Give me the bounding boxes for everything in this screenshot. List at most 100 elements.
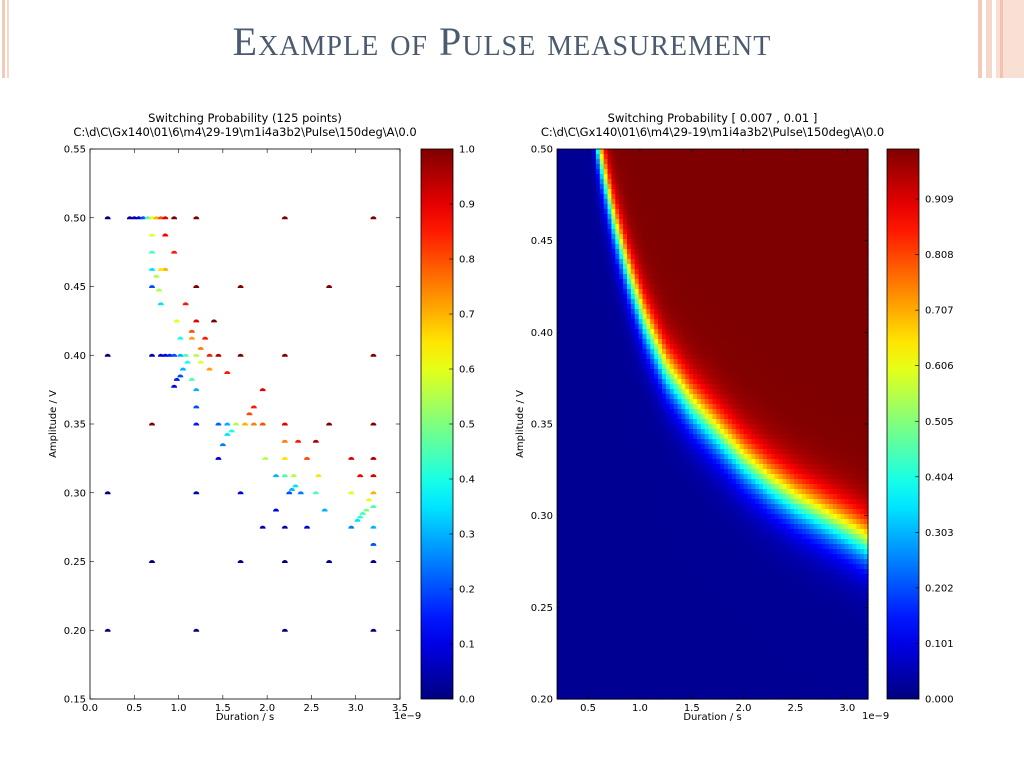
heatmap-cell [607,429,613,435]
decorative-stripes [2,0,9,78]
heatmap-cell [584,219,589,225]
heatmap-cell [720,304,725,310]
heatmap-cell [650,344,655,350]
heatmap-cell [630,284,636,290]
heatmap-cell [693,314,698,320]
heatmap-cell [560,324,566,330]
heatmap-cell [557,379,562,385]
heatmap-cell [685,184,690,190]
heatmap-cell [564,614,570,620]
heatmap-cell [611,284,616,290]
heatmap-cell [658,389,663,395]
heatmap-cell [654,229,659,235]
heatmap-cell [564,404,570,410]
heatmap-cell [603,539,609,545]
heatmap-cell [634,359,640,365]
heatmap-cell [599,534,605,540]
heatmap-cell [560,474,566,480]
heatmap-cell [646,319,651,325]
heatmap-cell [681,364,686,370]
heatmap-cell [650,534,655,540]
heatmap-cell [650,389,655,395]
heatmap-cell [661,269,667,275]
heatmap-cell [638,574,644,580]
heatmap-cell [716,529,721,535]
heatmap-cell [724,159,729,165]
heatmap-cell [642,539,648,545]
heatmap-cell [603,619,609,625]
heatmap-cell [557,229,562,235]
heatmap-cell [720,449,725,455]
scatter-point [295,439,302,443]
heatmap-cell [599,454,605,460]
scatter-point [237,353,244,357]
heatmap-cell [599,399,605,405]
heatmap-cell [564,544,570,550]
heatmap-cell [685,344,690,350]
heatmap-cell [572,214,578,220]
heatmap-cell [708,694,714,700]
heatmap-cell [607,214,613,220]
heatmap-cell [704,179,710,185]
heatmap-cell [564,669,570,675]
heatmap-cell [572,599,578,605]
heatmap-cell [693,279,698,285]
heatmap-cell [568,374,574,380]
heatmap-cell [584,304,589,310]
heatmap-cell [595,509,601,515]
heatmap-cell [661,474,667,480]
heatmap-cell [669,574,675,580]
heatmap-cell [712,414,717,420]
heatmap-cell [646,314,651,320]
heatmap-cell [599,524,605,530]
heatmap-cell [673,579,679,585]
heatmap-cell [716,354,721,360]
heatmap-cell [654,419,659,425]
heatmap-cell [720,469,725,475]
heatmap-cell [669,469,675,475]
heatmap-cell [572,679,578,685]
heatmap-cell [603,254,609,260]
heatmap-cell [568,284,574,290]
heatmap-cell [588,274,593,280]
heatmap-cell [685,349,690,355]
heatmap-cell [658,199,663,205]
heatmap-cell [611,609,616,615]
heatmap-cell [669,494,675,500]
heatmap-cell [595,539,601,545]
heatmap-cell [576,274,581,280]
heatmap-cell [638,279,644,285]
heatmap-cell [615,684,620,690]
heatmap-cell [658,279,663,285]
heatmap-cell [685,409,690,415]
heatmap-cell [689,344,694,350]
heatmap-cell [685,189,690,195]
heatmap-cell [696,454,702,460]
heatmap-cell [615,664,620,670]
heatmap-cell [658,329,663,335]
heatmap-cell [689,219,694,225]
heatmap-cell [607,474,613,480]
heatmap-cell [654,579,659,585]
heatmap-cell [595,154,601,160]
heatmap-cell [564,334,570,340]
heatmap-cell [611,289,616,295]
heatmap-cell [599,224,605,230]
heatmap-cell [576,679,581,685]
heatmap-cell [693,324,698,330]
heatmap-cell [708,519,714,525]
heatmap-cell [638,254,644,260]
heatmap-cell [564,304,570,310]
heatmap-cell [650,669,655,675]
scatter-point [144,216,151,220]
heatmap-cell [708,594,714,600]
heatmap-cell [661,309,667,315]
heatmap-cell [557,499,562,505]
heatmap-cell [712,509,717,515]
heatmap-cell [658,529,663,535]
heatmap-cell [665,674,671,680]
heatmap-cell [615,464,620,470]
heatmap-cell [685,534,690,540]
heatmap-cell [681,409,686,415]
heatmap-cell [720,349,725,355]
